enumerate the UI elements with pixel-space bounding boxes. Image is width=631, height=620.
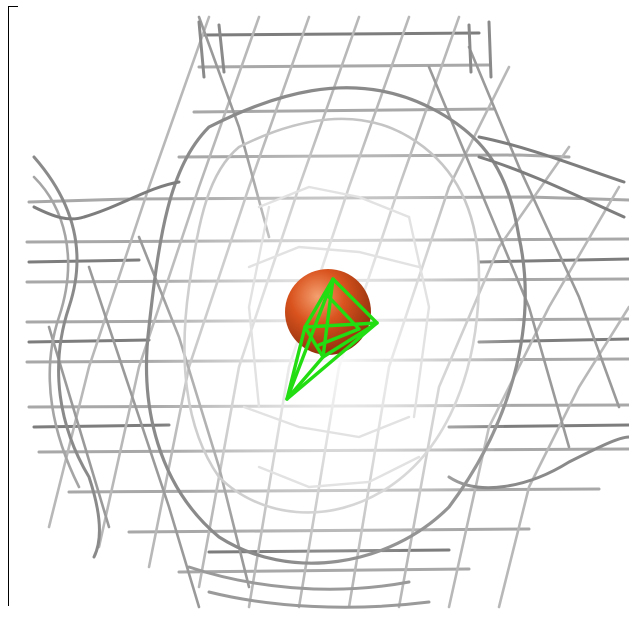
molecular-viewport[interactable]: [9, 7, 629, 617]
inner-mesh: [242, 185, 431, 489]
frame-border-left: [8, 6, 9, 606]
ligand-wireframe[interactable]: [285, 277, 379, 401]
frame-border-top: [8, 6, 18, 7]
